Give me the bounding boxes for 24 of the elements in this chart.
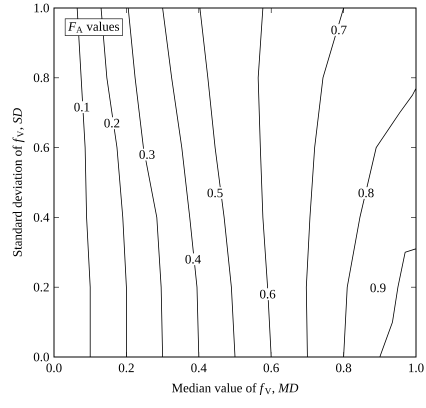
annotation: 0.6	[260, 290, 276, 299]
x-tick-label: 0.4	[191, 364, 207, 372]
x-tick-label: 0.6	[264, 364, 279, 372]
x-tick-label: 0.2	[118, 364, 134, 372]
annotation: 0.7	[331, 26, 347, 34]
y-axis-title: Standard deviation of f$_{V}$, SD	[12, 108, 24, 256]
y-tick-label: 0.0	[34, 352, 49, 362]
x-tick-label: 0.0	[46, 364, 62, 372]
annotation: 0.4	[185, 254, 201, 264]
y-tick-label: 1.0	[34, 4, 49, 12]
annotation: 0.5	[207, 188, 223, 198]
annotation: 0.3	[139, 150, 155, 159]
y-tick-label: 0.6	[34, 143, 50, 152]
x-tick-label: 1.0	[409, 364, 424, 372]
annotation: 0.2	[104, 118, 120, 128]
y-tick-label: 0.8	[34, 73, 49, 82]
annotation: 0.1	[74, 102, 90, 112]
y-tick-label: 0.4	[34, 213, 50, 222]
y-tick-label: 0.2	[34, 282, 49, 292]
annotation: 0.8	[358, 188, 374, 198]
annotation: 0.9	[370, 284, 386, 292]
x-tick-label: 0.8	[336, 364, 352, 372]
x-axis-title: Median value of f$_{V}$, MD	[172, 383, 298, 395]
annotation: F$_{A}$ values	[68, 22, 120, 33]
